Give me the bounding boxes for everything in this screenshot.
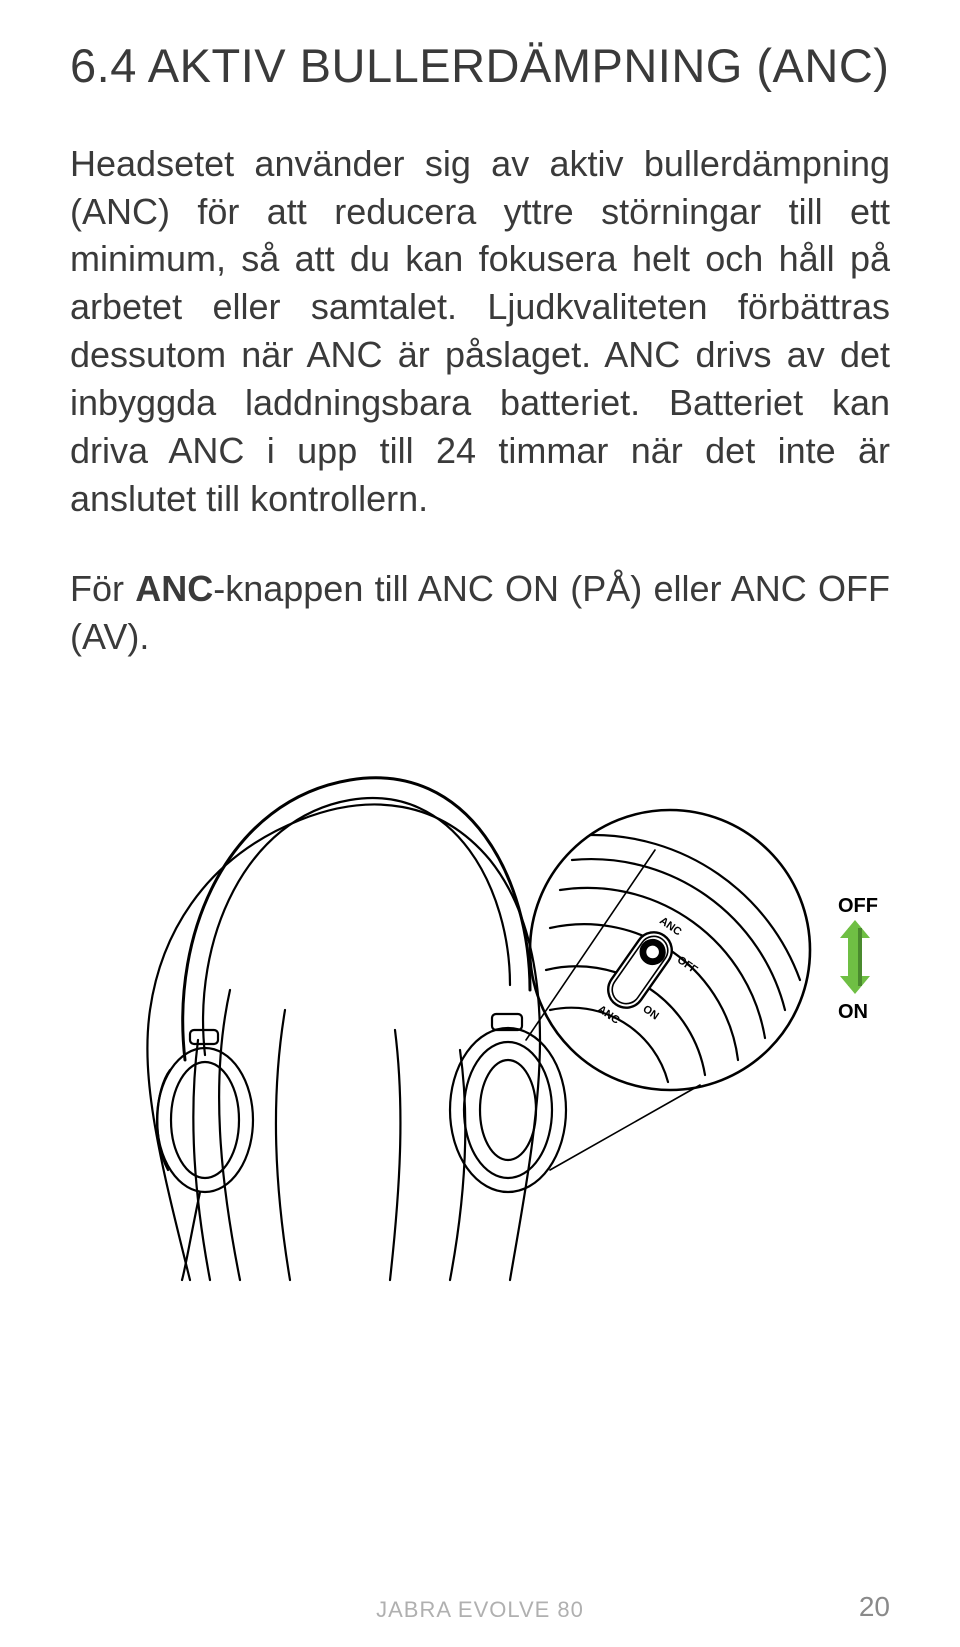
switch-on-label: ON <box>640 1004 660 1023</box>
arrow-head-up <box>840 920 870 938</box>
arrow-shaft-shade <box>858 928 862 986</box>
section-heading: 6.4 AKTIV BULLERDÄMPNING (ANC) <box>70 40 890 92</box>
legend-on-text: ON <box>838 1001 868 1023</box>
page-footer: JABRA EVOLVE 80 20 <box>0 1597 960 1623</box>
anc-switch-group <box>601 926 679 1015</box>
body-paragraph-1: Headsetet använder sig av aktiv bullerdä… <box>70 140 890 523</box>
legend-off-text: OFF <box>838 895 878 917</box>
p2-bold: ANC <box>135 568 213 609</box>
head-outline <box>147 805 540 1280</box>
arrow-head-down <box>840 976 870 994</box>
left-earcup-inner <box>171 1062 239 1178</box>
right-earcup-mid <box>464 1042 552 1178</box>
hair-line-2 <box>276 1010 290 1280</box>
headband-outer <box>183 778 530 1060</box>
hair-line-5 <box>193 1040 210 1280</box>
right-earcup-outer <box>450 1028 566 1192</box>
right-earcup-inner <box>480 1060 536 1160</box>
cable <box>182 1192 200 1280</box>
zoom-ridge-1 <box>590 835 800 980</box>
hair-line-3 <box>390 1030 400 1280</box>
footer-product-name: JABRA EVOLVE 80 <box>376 1597 584 1622</box>
manual-page: 6.4 AKTIV BULLERDÄMPNING (ANC) Headsetet… <box>0 0 960 1647</box>
callout-line-bottom <box>550 1085 700 1170</box>
anc-illustration: ANC OFF ANC ON OFF ON <box>70 680 890 1300</box>
direction-legend: OFF ON <box>838 895 878 1023</box>
footer-page-number: 20 <box>859 1591 890 1623</box>
p2-prefix: För <box>70 568 135 609</box>
body-paragraph-2: För ANC-knappen till ANC ON (PÅ) eller A… <box>70 565 890 661</box>
headband-inner <box>203 798 510 1055</box>
